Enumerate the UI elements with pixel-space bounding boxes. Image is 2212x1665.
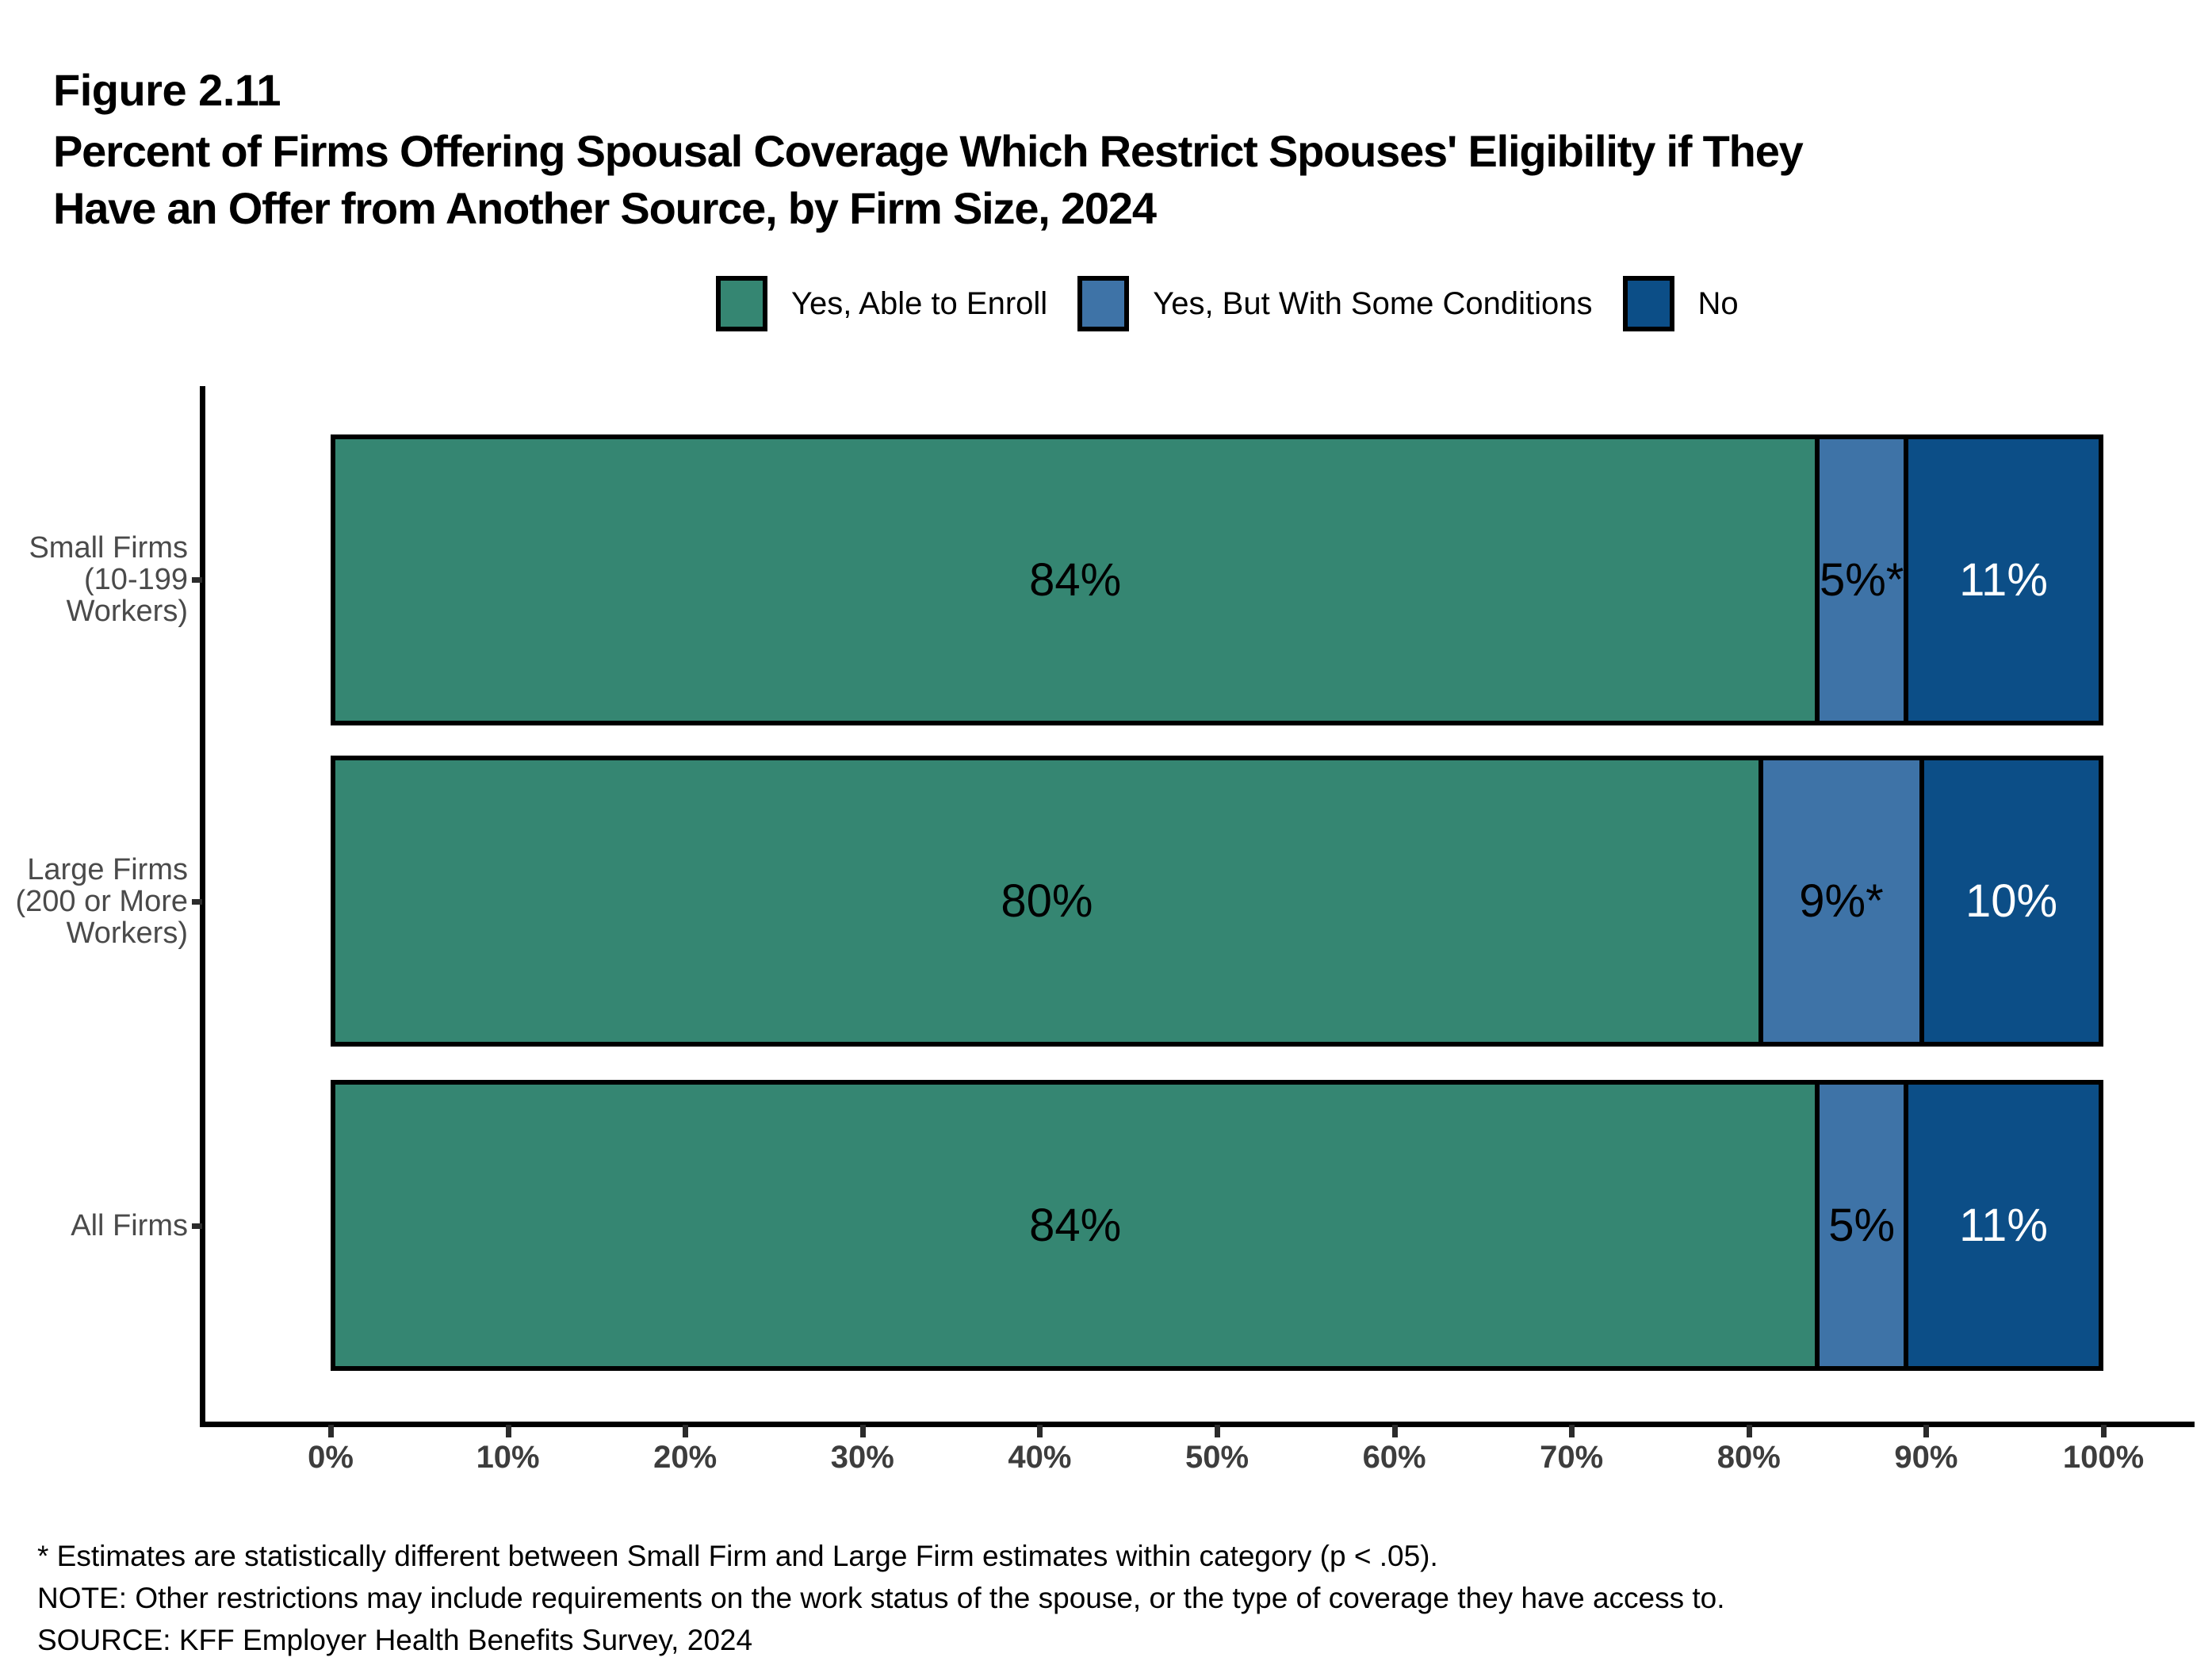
bar-value-label: 11% [1959,554,2048,606]
legend-label: Yes, Able to Enroll [791,285,1048,321]
bar-value-label: 10% [1965,875,2058,927]
bar-segment-no: 11% [1908,1080,2103,1371]
x-axis-tick-label: 0% [308,1440,354,1475]
y-axis-tick-mark [192,1223,202,1229]
x-axis-tick-mark [2101,1425,2107,1437]
x-axis-tick-mark [1569,1425,1575,1437]
y-axis-tick-mark [192,899,202,905]
bar-segment-yes-conditions: 5%* [1819,434,1909,725]
bar-row-small-firms: 84% 5%* 11% [331,434,2103,725]
bar-segment-yes-able: 80% [331,756,1763,1047]
footnote-note: NOTE: Other restrictions may include req… [37,1582,1725,1614]
x-axis-tick-label: 20% [653,1440,718,1475]
y-axis-tick-mark [192,577,202,583]
bar-segment-yes-conditions: 5% [1820,1080,1909,1371]
y-axis-label-small-firms: Small Firms (10-199 Workers) [29,531,188,628]
x-axis-tick-label: 60% [1362,1440,1426,1475]
x-axis-tick-label: 70% [1540,1440,1604,1475]
bar-segment-no: 10% [1924,756,2103,1047]
x-axis-tick-label: 90% [1894,1440,1958,1475]
legend-label: Yes, But With Some Conditions [1153,285,1593,321]
bar-segment-yes-able: 84% [331,1080,1820,1371]
legend: Yes, Able to Enroll Yes, But With Some C… [716,276,1739,331]
x-axis-tick-label: 10% [476,1440,540,1475]
legend-item-yes-with-conditions: Yes, But With Some Conditions [1077,276,1593,331]
x-axis-tick-mark [859,1425,866,1437]
x-axis-tick-label: 80% [1716,1440,1781,1475]
x-axis-tick-mark [1391,1425,1398,1437]
x-axis-tick-label: 50% [1184,1440,1250,1475]
legend-label: No [1697,285,1739,321]
bar-segment-no: 11% [1908,434,2103,725]
legend-item-yes-able-to-enroll: Yes, Able to Enroll [716,276,1047,331]
x-axis-tick-mark [1215,1425,1220,1437]
y-axis-line [200,386,205,1427]
legend-item-no: No [1622,276,1739,331]
x-axis-tick-mark [505,1425,511,1437]
chart-title: Percent of Firms Offering Spousal Covera… [53,126,1804,233]
x-axis-line [200,1422,2195,1427]
figure-number: Figure 2.11 [53,65,281,115]
bar-value-label: 5% [1828,1200,1896,1251]
x-axis-tick-label: 30% [830,1440,894,1475]
x-axis-tick-mark [1746,1425,1752,1437]
legend-swatch-green [716,276,767,331]
x-axis-tick-mark [683,1425,689,1437]
bar-value-label: 84% [1029,1200,1122,1251]
bar-value-label: 11% [1959,1200,2048,1251]
bar-value-label: 5%* [1819,554,1904,606]
y-axis-label-all-firms: All Firms [71,1209,188,1242]
x-axis-tick-mark [1037,1425,1043,1437]
x-axis-tick-label: 100% [2062,1440,2145,1475]
footnotes: * Estimates are statistically different … [37,1535,1725,1661]
bar-value-label: 9%* [1799,875,1884,927]
bar-value-label: 80% [1001,875,1093,927]
footnote-source: SOURCE: KFF Employer Health Benefits Sur… [37,1624,753,1656]
bar-row-all-firms: 84% 5% 11% [331,1080,2103,1371]
x-axis-tick-mark [328,1425,334,1437]
bar-row-large-firms: 80% 9%* 10% [331,756,2103,1047]
bar-segment-yes-able: 84% [331,434,1820,725]
legend-swatch-blue [1077,276,1130,331]
x-axis-tick-mark [1923,1425,1930,1437]
bar-value-label: 84% [1029,554,1122,606]
y-axis-label-large-firms: Large Firms (200 or More Workers) [15,853,188,950]
legend-swatch-darkblue [1622,276,1674,331]
footnote-asterisk: * Estimates are statistically different … [37,1540,1438,1572]
x-axis-tick-label: 40% [1008,1440,1072,1475]
bar-segment-yes-conditions: 9%* [1762,756,1925,1047]
